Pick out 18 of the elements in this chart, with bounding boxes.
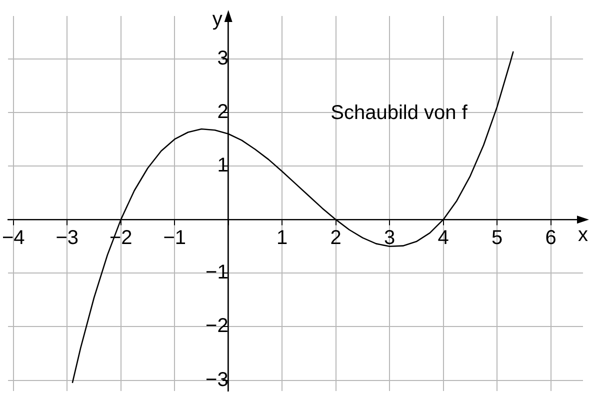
x-tick-label: 2 [330,227,342,250]
x-tick-label: 3 [384,227,396,250]
x-tick-label: 1 [276,227,288,250]
y-tick-label: 1 [217,154,228,177]
x-axis-title: x [578,224,588,246]
y-tick-label: 2 [217,100,228,123]
x-tick-label: −4 [2,227,25,250]
x-tick-label: 4 [438,227,449,250]
x-tick-label: 5 [491,227,503,250]
y-tick-label: −3 [206,368,228,391]
annotation: Schaubild von f [330,102,468,124]
x-tick-label: 6 [545,227,556,250]
y-tick-label: −2 [206,315,228,338]
y-tick-label: 3 [217,47,228,70]
y-axis-title: y [212,8,222,31]
x-tick-label: −3 [56,227,79,250]
y-tick-label: −1 [206,262,228,284]
x-tick-label: −1 [163,227,186,250]
